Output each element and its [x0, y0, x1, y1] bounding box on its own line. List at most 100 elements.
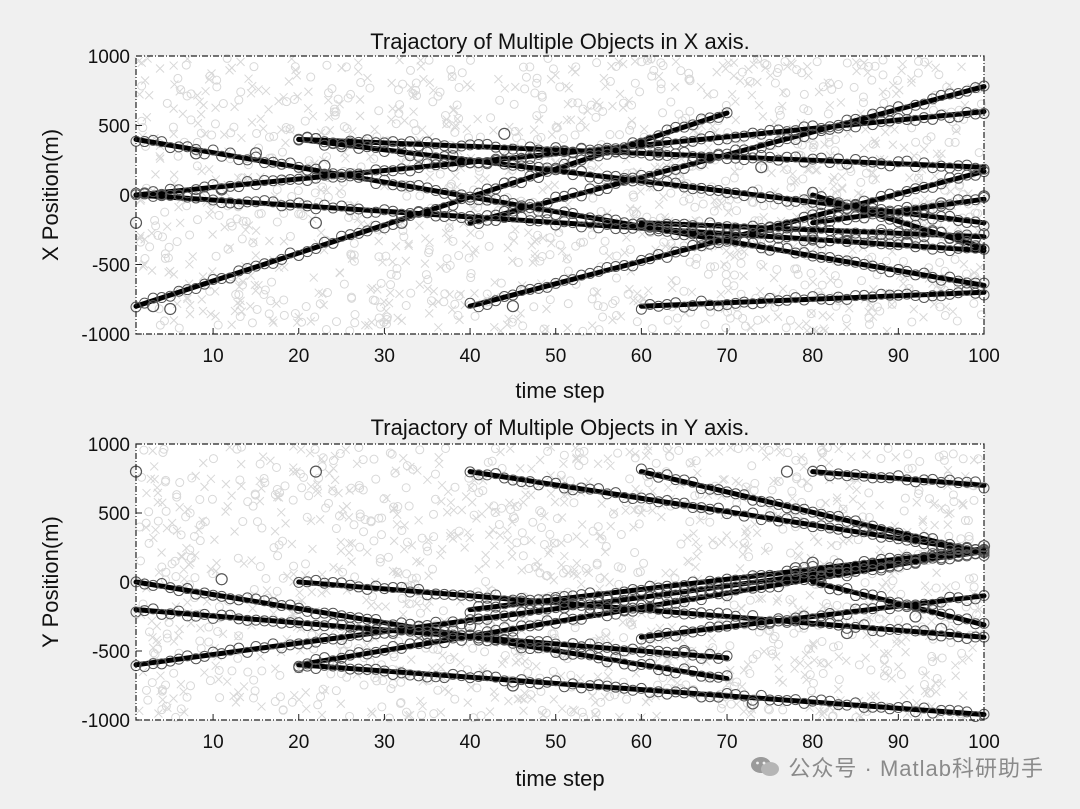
clutter-mark — [646, 54, 656, 64]
measurement-point — [884, 526, 896, 538]
measurement-point — [781, 502, 793, 514]
clutter-mark — [197, 295, 207, 304]
measurement-point — [841, 582, 853, 594]
clutter-mark — [162, 633, 172, 643]
clutter-mark — [233, 631, 243, 641]
clutter-mark — [264, 132, 274, 142]
measurement-point — [216, 609, 228, 621]
clutter-mark — [892, 75, 902, 85]
track-line-11 — [810, 579, 987, 628]
clutter-mark — [204, 637, 214, 647]
measurement-point — [550, 477, 562, 489]
measurement-point — [524, 202, 536, 214]
clutter-mark — [319, 300, 329, 310]
measurement-point — [884, 289, 896, 301]
clutter-mark — [542, 304, 551, 314]
clutter-mark — [322, 288, 332, 298]
clutter-mark — [624, 96, 634, 106]
clutter-mark — [856, 60, 866, 70]
measurement-point — [464, 607, 476, 619]
clutter-mark — [289, 569, 298, 579]
clutter-mark — [738, 313, 748, 323]
clutter-mark — [516, 309, 525, 318]
clutter-mark — [395, 55, 404, 65]
clutter-mark — [976, 99, 986, 109]
clutter-mark — [212, 75, 222, 85]
clutter-mark — [714, 447, 724, 456]
clutter-mark — [571, 62, 581, 72]
clutter-mark — [533, 557, 542, 567]
measurement-point — [464, 590, 476, 602]
clutter-mark — [205, 210, 214, 220]
xtick-label: 70 — [716, 346, 737, 367]
measurement-point — [147, 579, 159, 591]
measurement-point — [267, 175, 279, 187]
measurement-point — [867, 236, 879, 248]
clutter-mark — [316, 692, 326, 702]
measurement-point — [678, 121, 690, 133]
clutter-mark — [436, 550, 445, 560]
clutter-mark — [815, 499, 825, 509]
clutter-mark — [833, 641, 843, 651]
measurement-point — [807, 120, 819, 132]
measurement-point — [190, 610, 202, 622]
clutter-mark — [976, 310, 986, 320]
measurement-point — [490, 183, 502, 195]
measurement-point — [447, 199, 459, 211]
measurement-point — [370, 646, 382, 658]
measurement-point — [850, 469, 862, 481]
clutter-mark — [663, 483, 673, 492]
clutter-mark — [236, 57, 245, 67]
clutter-mark — [594, 162, 604, 172]
clutter-mark — [257, 666, 267, 676]
measurement-point — [875, 524, 887, 536]
clutter-mark — [827, 712, 837, 722]
clutter-mark — [548, 666, 558, 676]
clutter-mark — [436, 662, 446, 672]
watermark-text: 公众号 · Matlab科研助手 — [788, 756, 1044, 781]
clutter-mark — [955, 180, 965, 190]
measurement-point — [396, 163, 408, 175]
measurement-point — [635, 492, 647, 504]
clutter-mark — [415, 558, 425, 567]
xtick-label: 40 — [459, 346, 480, 367]
xtick-label: 100 — [968, 346, 1000, 367]
clutter-mark — [393, 567, 403, 577]
clutter-mark — [404, 599, 414, 609]
clutter-mark — [729, 539, 738, 549]
clutter-mark — [802, 477, 812, 487]
clutter-mark — [828, 176, 837, 185]
measurement-point — [961, 169, 973, 181]
clutter-mark — [556, 470, 566, 480]
clutter-mark — [721, 176, 731, 186]
clutter-mark — [337, 189, 347, 199]
clutter-mark — [246, 88, 256, 98]
clutter-mark — [587, 321, 597, 330]
measurement-point — [361, 141, 373, 153]
measurement-point — [575, 648, 587, 660]
clutter-mark — [282, 571, 292, 581]
clutter-mark — [176, 85, 186, 95]
clutter-mark — [188, 252, 198, 261]
clutter-mark — [907, 317, 917, 327]
measurement-point — [721, 227, 733, 239]
measurement-point — [875, 701, 887, 713]
clutter-mark — [545, 545, 555, 555]
measurement-point — [430, 152, 442, 164]
clutter-mark — [200, 517, 210, 527]
measurement-point — [670, 297, 682, 309]
clutter-mark — [524, 564, 534, 574]
clutter-mark — [803, 660, 813, 670]
clutter-mark — [270, 664, 280, 674]
measurement-point — [601, 641, 613, 653]
clutter-mark — [651, 458, 661, 468]
measurement-point — [627, 218, 639, 230]
clutter-mark — [243, 172, 253, 182]
clutter-mark — [731, 476, 741, 486]
measurement-point — [635, 169, 647, 181]
measurement-point — [969, 194, 981, 206]
clutter-mark — [628, 619, 638, 629]
clutter-mark — [752, 528, 762, 538]
measurement-point — [164, 290, 176, 302]
clutter-mark — [294, 312, 304, 322]
